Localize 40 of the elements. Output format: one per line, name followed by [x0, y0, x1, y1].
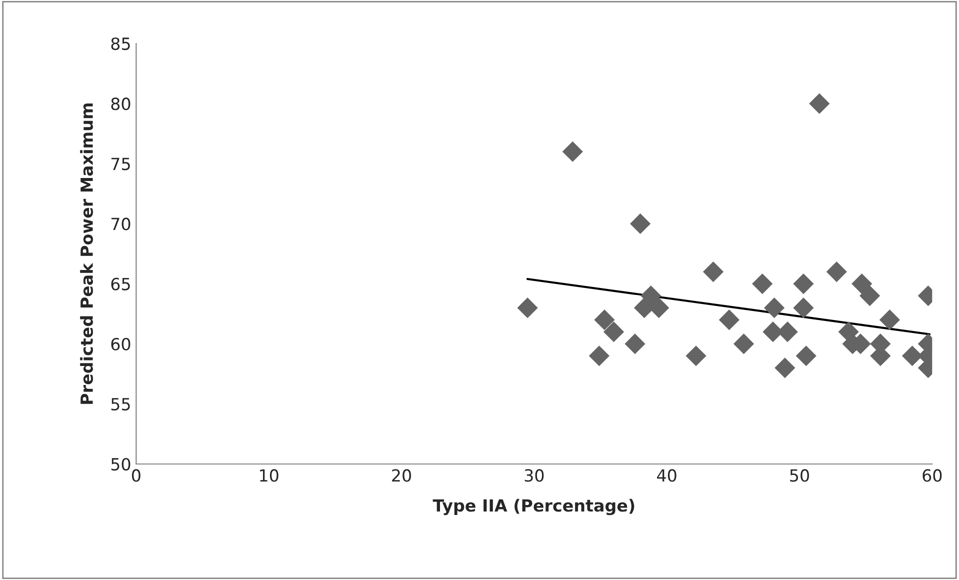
point	[774, 358, 796, 378]
point	[793, 298, 814, 318]
point	[809, 93, 830, 114]
point	[562, 141, 583, 162]
x-tick-label: 60	[922, 469, 942, 482]
x-tick-label: 50	[790, 469, 809, 482]
y-tick-label: 55	[111, 398, 130, 410]
point	[640, 286, 662, 306]
x-tick-label: 20	[392, 469, 411, 482]
point	[630, 213, 651, 234]
point	[879, 310, 900, 330]
point	[686, 346, 706, 366]
point	[852, 273, 872, 294]
y-tick-label: 70	[111, 218, 130, 230]
y-tick-label: 80	[111, 98, 130, 110]
point	[594, 310, 615, 330]
y-axis-title: Predicted Peak Power Maximum	[80, 103, 93, 404]
x-axis-title: Type IIA (Percentage)	[432, 498, 634, 516]
y-tick-label: 75	[111, 158, 130, 170]
point	[624, 334, 646, 354]
x-tick-label: 40	[657, 469, 676, 482]
point	[517, 298, 538, 318]
point	[603, 322, 624, 342]
x-tick-label: 10	[260, 469, 278, 482]
point	[702, 261, 724, 282]
point	[588, 346, 610, 366]
x-tick-label: 30	[524, 469, 544, 482]
point	[764, 298, 785, 318]
point	[733, 334, 754, 354]
y-tick-label: 85	[111, 37, 130, 50]
point	[752, 273, 773, 294]
point	[796, 346, 816, 366]
point	[859, 286, 880, 306]
point	[718, 310, 740, 330]
y-tick-label: 50	[111, 458, 130, 471]
y-tick-label: 60	[111, 338, 130, 350]
x-tick-label: 0	[132, 469, 140, 482]
y-tick-label: 65	[111, 278, 130, 290]
point	[793, 273, 814, 294]
point	[826, 261, 847, 282]
